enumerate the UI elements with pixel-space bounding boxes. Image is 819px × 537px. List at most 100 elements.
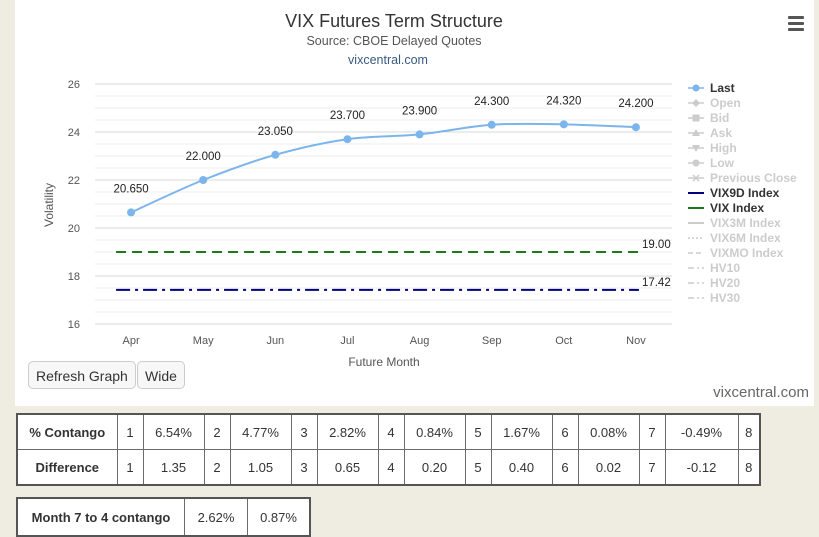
table-cell: 6 bbox=[551, 413, 579, 450]
last-data-point[interactable] bbox=[127, 208, 136, 217]
legend-symbol bbox=[692, 159, 700, 167]
legend-symbol bbox=[692, 84, 700, 92]
x-tick-label: Apr bbox=[123, 335, 140, 347]
legend-item[interactable]: Last bbox=[688, 81, 735, 95]
table-cell: 7 bbox=[638, 413, 666, 450]
y-tick-label: 20 bbox=[68, 223, 80, 235]
index-value-label: 19.00 bbox=[642, 239, 671, 251]
wide-button[interactable]: Wide bbox=[137, 361, 185, 389]
data-label: 24.200 bbox=[618, 98, 653, 110]
x-axis-label: Future Month bbox=[348, 355, 419, 369]
x-tick-label: Aug bbox=[410, 335, 430, 347]
legend-label: VIX Index bbox=[710, 201, 764, 215]
table-cell: 2 bbox=[203, 413, 231, 450]
legend-item[interactable]: Low bbox=[688, 156, 735, 170]
y-tick-label: 22 bbox=[68, 175, 80, 187]
legend-item[interactable]: High bbox=[688, 141, 737, 155]
legend-item[interactable]: Bid bbox=[688, 111, 729, 125]
row-label: % Contango bbox=[16, 413, 118, 450]
last-data-point[interactable] bbox=[487, 120, 496, 129]
table-cell: 8 bbox=[737, 413, 761, 450]
table-cell: -0.12 bbox=[664, 449, 739, 486]
chart-subtitle: Source: CBOE Delayed Quotes bbox=[306, 34, 481, 48]
legend-item[interactable]: VIX Index bbox=[688, 201, 764, 215]
last-data-point[interactable] bbox=[343, 135, 352, 144]
table-cell: 2.82% bbox=[316, 413, 379, 450]
vix-term-structure-chart: VIX Futures Term Structure Source: CBOE … bbox=[42, 11, 797, 369]
y-axis-label: Volatility bbox=[42, 183, 56, 227]
data-label: 22.000 bbox=[186, 151, 221, 163]
last-data-point[interactable] bbox=[271, 150, 280, 159]
legend-item[interactable]: VIXMO Index bbox=[688, 246, 784, 260]
data-label: 23.900 bbox=[402, 105, 437, 117]
table-cell: 2 bbox=[203, 449, 231, 486]
x-tick-label: Oct bbox=[555, 335, 572, 347]
legend-item[interactable]: VIX6M Index bbox=[688, 231, 781, 245]
table-cell: 1 bbox=[116, 449, 144, 486]
table-cell: 1.05 bbox=[229, 449, 292, 486]
row-label: Month 7 to 4 contango bbox=[16, 497, 185, 537]
data-label: 23.700 bbox=[330, 110, 365, 122]
legend-item[interactable]: HV30 bbox=[688, 291, 740, 305]
chart-credit-top: vixcentral.com bbox=[348, 53, 428, 67]
month-7-to-4-table: Month 7 to 4 contango 2.62% 0.87% bbox=[16, 497, 311, 537]
legend-item[interactable]: VIX3M Index bbox=[688, 216, 781, 230]
legend-symbol bbox=[692, 129, 700, 136]
legend-symbol bbox=[692, 174, 700, 182]
legend-label: HV10 bbox=[710, 261, 740, 275]
table-cell: 6.54% bbox=[142, 413, 205, 450]
legend-item[interactable]: Ask bbox=[688, 126, 732, 140]
data-label: 20.650 bbox=[113, 183, 148, 195]
table-cell: 0.20 bbox=[403, 449, 466, 486]
legend-label: HV30 bbox=[710, 291, 740, 305]
x-tick-label: Sep bbox=[482, 335, 502, 347]
last-data-point[interactable] bbox=[415, 130, 424, 139]
legend-item[interactable]: Open bbox=[688, 96, 741, 110]
table-cell: 1 bbox=[116, 413, 144, 450]
last-data-point[interactable] bbox=[631, 123, 640, 132]
data-label: 24.300 bbox=[474, 96, 509, 108]
table-cell: 5 bbox=[464, 449, 492, 486]
x-tick-label: Nov bbox=[626, 335, 646, 347]
legend-label: Last bbox=[710, 81, 735, 95]
table-cell: 1.67% bbox=[490, 413, 553, 450]
legend-symbol bbox=[692, 114, 700, 122]
contango-table: % Contango 1 6.54% 2 4.77% 3 2.82% 4 0.84% 5 1.67%… bbox=[16, 413, 761, 486]
legend-item[interactable]: VIX9D Index bbox=[688, 186, 780, 200]
series-group: 20.650 22.000 23.050 23.700 23.900 24.300 24.3… bbox=[113, 95, 671, 291]
credit-bottom: vixcentral.com bbox=[713, 384, 809, 401]
refresh-graph-button[interactable]: Refresh Graph bbox=[28, 361, 136, 389]
last-data-point[interactable] bbox=[559, 120, 568, 129]
table-cell: 5 bbox=[464, 413, 492, 450]
row-label: Difference bbox=[16, 449, 118, 486]
legend-label: Ask bbox=[710, 126, 732, 140]
x-tick-label: Jul bbox=[340, 335, 354, 347]
table-cell: 0.02 bbox=[577, 449, 640, 486]
x-tick-label: Jun bbox=[266, 335, 284, 347]
grid-lines bbox=[95, 83, 672, 325]
table-cell: 1.35 bbox=[142, 449, 205, 486]
table-cell: 0.08% bbox=[577, 413, 640, 450]
table-cell: 0.87% bbox=[247, 497, 311, 537]
legend-label: VIX6M Index bbox=[710, 231, 781, 245]
legend-item[interactable]: HV10 bbox=[688, 261, 740, 275]
last-data-point[interactable] bbox=[199, 176, 208, 184]
y-tick-label: 18 bbox=[68, 271, 80, 283]
axis-ticks: 16 18 20 22 24 26 Apr May Jun Jul Aug Sep Oct Nov bbox=[68, 79, 646, 347]
menu-icon[interactable] bbox=[785, 14, 807, 34]
legend-label: Previous Close bbox=[710, 171, 797, 185]
legend-item[interactable]: HV20 bbox=[688, 276, 740, 290]
table-row: Difference 1 1.35 2 1.05 3 0.65 4 0.20 5 0.40 6 0.02… bbox=[16, 449, 761, 486]
table-cell: 6 bbox=[551, 449, 579, 486]
table-cell: 7 bbox=[638, 449, 666, 486]
data-label: 24.320 bbox=[546, 95, 581, 107]
last-series-line bbox=[130, 122, 636, 214]
chart-title: VIX Futures Term Structure bbox=[285, 11, 503, 31]
table-cell: 3 bbox=[290, 449, 318, 486]
legend-item[interactable]: Previous Close bbox=[688, 171, 797, 185]
table-cell: 4 bbox=[377, 449, 405, 486]
table-cell: 3 bbox=[290, 413, 318, 450]
table-cell: -0.49% bbox=[664, 413, 739, 450]
legend-label: High bbox=[710, 141, 737, 155]
legend-label: Open bbox=[710, 96, 741, 110]
